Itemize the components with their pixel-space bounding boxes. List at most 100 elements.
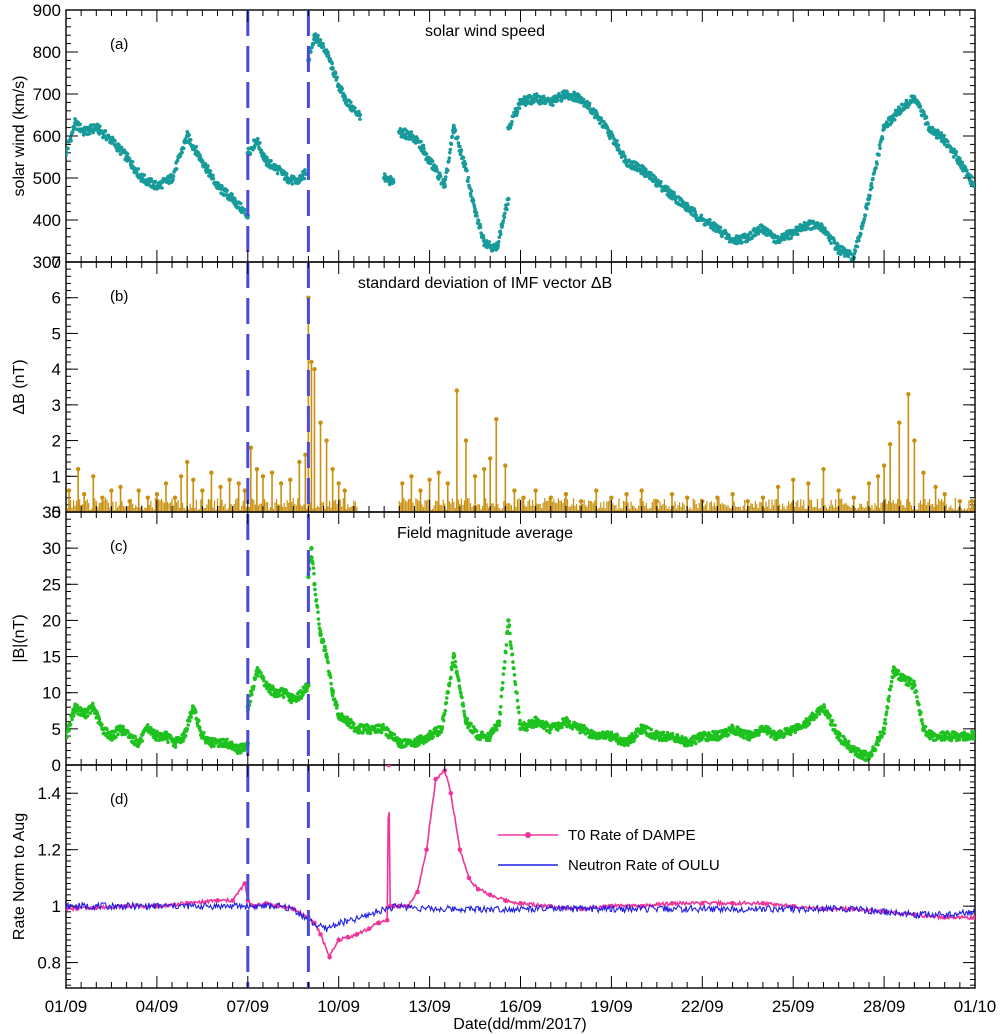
data-point-fill: [428, 729, 432, 734]
data-point-fill: [321, 45, 326, 49]
data-point-fill: [225, 188, 229, 193]
data-point-fill: [116, 732, 120, 737]
data-point: [548, 495, 553, 500]
data-point-fill: [379, 730, 384, 735]
data-point: [512, 488, 517, 493]
data-point-fill: [239, 749, 244, 754]
data-point-fill: [475, 214, 479, 218]
data-point-fill: [315, 605, 320, 609]
data-point: [518, 901, 523, 906]
data-point-fill: [66, 734, 69, 739]
data-point-fill: [509, 646, 514, 651]
data-point: [309, 359, 314, 365]
data-point-fill: [275, 171, 280, 176]
data-point-fill: [113, 139, 117, 143]
data-point-fill: [186, 723, 191, 727]
data-point: [312, 366, 317, 372]
data-point-fill: [419, 734, 423, 738]
data-point: [475, 886, 481, 892]
y-tick-label: 6: [52, 289, 61, 308]
data-point-fill: [471, 198, 476, 203]
data-point: [609, 495, 614, 500]
y-tick-label: 400: [33, 211, 61, 230]
data-point-fill: [321, 639, 326, 644]
panel-frame: [65, 9, 976, 263]
data-point-fill: [929, 735, 933, 739]
data-point-fill: [230, 192, 234, 197]
data-point: [730, 901, 735, 906]
data-point-fill: [473, 207, 477, 212]
data-point-fill: [306, 684, 310, 688]
data-point-fill: [98, 124, 102, 128]
data-point-fill: [496, 243, 501, 247]
y-tick-label: 10: [42, 684, 61, 703]
data-point-fill: [134, 170, 139, 175]
data-point-fill: [853, 249, 858, 254]
data-point-fill: [509, 122, 514, 127]
data-point-fill: [173, 745, 178, 749]
data-point-fill: [70, 717, 74, 722]
data-point-fill: [487, 738, 492, 743]
data-point-fill: [442, 182, 447, 187]
data-point: [457, 847, 463, 852]
data-point-fill: [504, 650, 508, 655]
panel-a: 300 400 500 600 700 800 900 solar wind (km/s) (a…: [11, 1, 976, 272]
data-point-fill: [892, 117, 897, 122]
data-point-fill: [430, 159, 435, 164]
data-point-fill: [532, 99, 536, 104]
data-point-fill: [508, 640, 513, 644]
data-point: [730, 491, 735, 497]
data-point-fill: [246, 216, 250, 220]
data-point-fill: [90, 701, 95, 706]
data-point: [897, 420, 902, 425]
panel-title: solar wind speed: [425, 23, 545, 40]
data-point-fill: [321, 41, 325, 46]
data-point-fill: [345, 715, 350, 720]
data-point-fill: [581, 97, 586, 102]
data-point-fill: [68, 136, 73, 140]
data-point-fill: [181, 739, 185, 743]
panel-data: [66, 32, 975, 262]
data-point: [488, 456, 493, 461]
data-point-fill: [318, 629, 323, 633]
data-point-fill: [909, 677, 913, 682]
data-point: [418, 488, 423, 493]
data-point-fill: [136, 744, 141, 749]
data-point-fill: [718, 225, 723, 230]
data-point: [288, 477, 293, 483]
data-point: [912, 438, 917, 443]
data-point-fill: [587, 101, 592, 106]
data-point: [921, 470, 926, 475]
data-point: [75, 466, 81, 472]
data-point-fill: [258, 141, 262, 145]
data-point-fill: [659, 180, 663, 184]
data-point-fill: [732, 236, 737, 241]
data-point-fill: [502, 215, 507, 220]
data-point-fill: [741, 735, 746, 740]
data-point-fill: [319, 632, 323, 636]
data-point-fill: [822, 705, 827, 710]
data-point-fill: [503, 660, 507, 664]
data-point-fill: [942, 133, 946, 138]
data-point-fill: [129, 733, 133, 737]
panel-tag: (c): [110, 538, 128, 555]
data-point-fill: [180, 150, 184, 155]
data-point-fill: [756, 231, 761, 236]
data-point: [336, 937, 342, 943]
data-point: [881, 463, 887, 468]
data-point: [215, 898, 220, 903]
data-point-fill: [565, 724, 569, 729]
data-point-fill: [670, 731, 675, 736]
data-point-fill: [465, 168, 469, 173]
data-point-fill: [309, 547, 314, 551]
data-point-fill: [312, 571, 316, 576]
data-point-fill: [478, 222, 482, 227]
data-point-fill: [911, 685, 916, 689]
data-point-fill: [68, 722, 73, 727]
data-point-fill: [506, 618, 511, 623]
data-point-fill: [899, 102, 904, 107]
data-point: [745, 499, 750, 504]
data-point-fill: [105, 727, 109, 732]
data-point-fill: [882, 731, 886, 736]
data-point-fill: [256, 136, 260, 141]
